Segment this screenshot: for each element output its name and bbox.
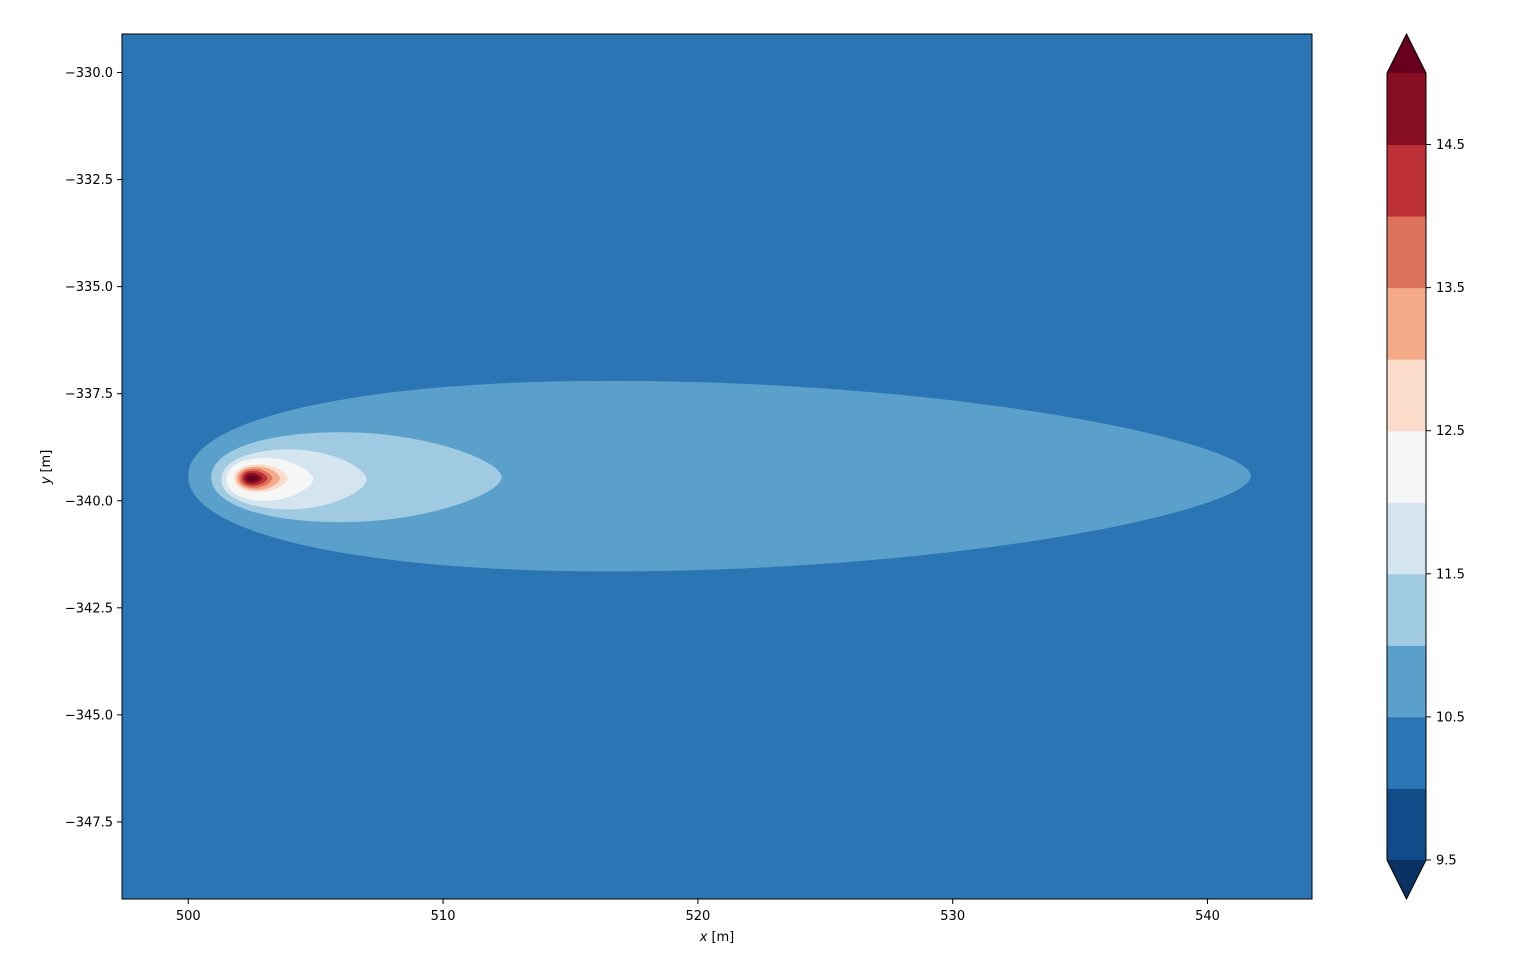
colorbar-band	[1387, 144, 1426, 217]
x-axis-label-var: x	[699, 930, 708, 945]
colorbar-tick-label: 12.5	[1436, 424, 1465, 439]
y-tick-label: −337.5	[65, 387, 113, 402]
colorbar-tick-label: 10.5	[1436, 710, 1465, 725]
y-tick-label: −335.0	[65, 280, 113, 295]
y-tick-label: −342.5	[65, 601, 113, 616]
colorbar-band	[1387, 788, 1426, 861]
plot-area	[121, 33, 1313, 900]
x-axis-label: x [m]	[699, 930, 735, 945]
y-axis: −330.0 −332.5 −335.0 −337.5 −340.0 −342.5 −345…	[65, 66, 122, 830]
x-axis-label-unit: [m]	[711, 930, 734, 945]
x-tick-label: 500	[176, 909, 201, 924]
x-tick-label: 520	[685, 909, 710, 924]
colorbar-tick-label: 13.5	[1436, 281, 1465, 296]
colorbar-band	[1387, 216, 1426, 289]
colorbar-band	[1387, 73, 1426, 146]
colorbar-band	[1387, 645, 1426, 718]
y-tick-label: −330.0	[65, 66, 113, 81]
colorbar-tick-label: 9.5	[1436, 854, 1457, 869]
x-tick-label: 540	[1195, 909, 1220, 924]
colorbar: 9.5 10.5 11.5 12.5 13.5 14.5	[1386, 32, 1465, 901]
colorbar-extend-high	[1387, 34, 1426, 73]
x-tick-label: 530	[940, 909, 965, 924]
contour-region-0	[188, 380, 1251, 572]
colorbar-band	[1387, 502, 1426, 575]
contour-regions	[188, 380, 1251, 572]
plot-frame	[121, 33, 1313, 900]
colorbar-band	[1387, 716, 1426, 789]
colorbar-band	[1387, 430, 1426, 503]
colorbar-tick-label: 14.5	[1436, 138, 1465, 153]
y-axis-label-var: y	[39, 476, 54, 485]
colorbar-band	[1387, 573, 1426, 646]
y-tick-label: −347.5	[65, 815, 113, 830]
y-axis-label: y [m]	[39, 450, 54, 486]
colorbar-tick-label: 11.5	[1436, 567, 1465, 582]
y-tick-label: −345.0	[65, 708, 113, 723]
y-tick-label: −340.0	[65, 494, 113, 509]
y-tick-label: −332.5	[65, 173, 113, 188]
colorbar-extend-low	[1387, 860, 1426, 899]
contour-region-9	[246, 475, 259, 482]
x-axis: 500 510 520 530 540	[176, 899, 1220, 924]
colorbar-band	[1387, 287, 1426, 360]
y-axis-label-unit: [m]	[39, 450, 54, 473]
colorbar-band	[1387, 359, 1426, 432]
x-tick-label: 510	[431, 909, 456, 924]
